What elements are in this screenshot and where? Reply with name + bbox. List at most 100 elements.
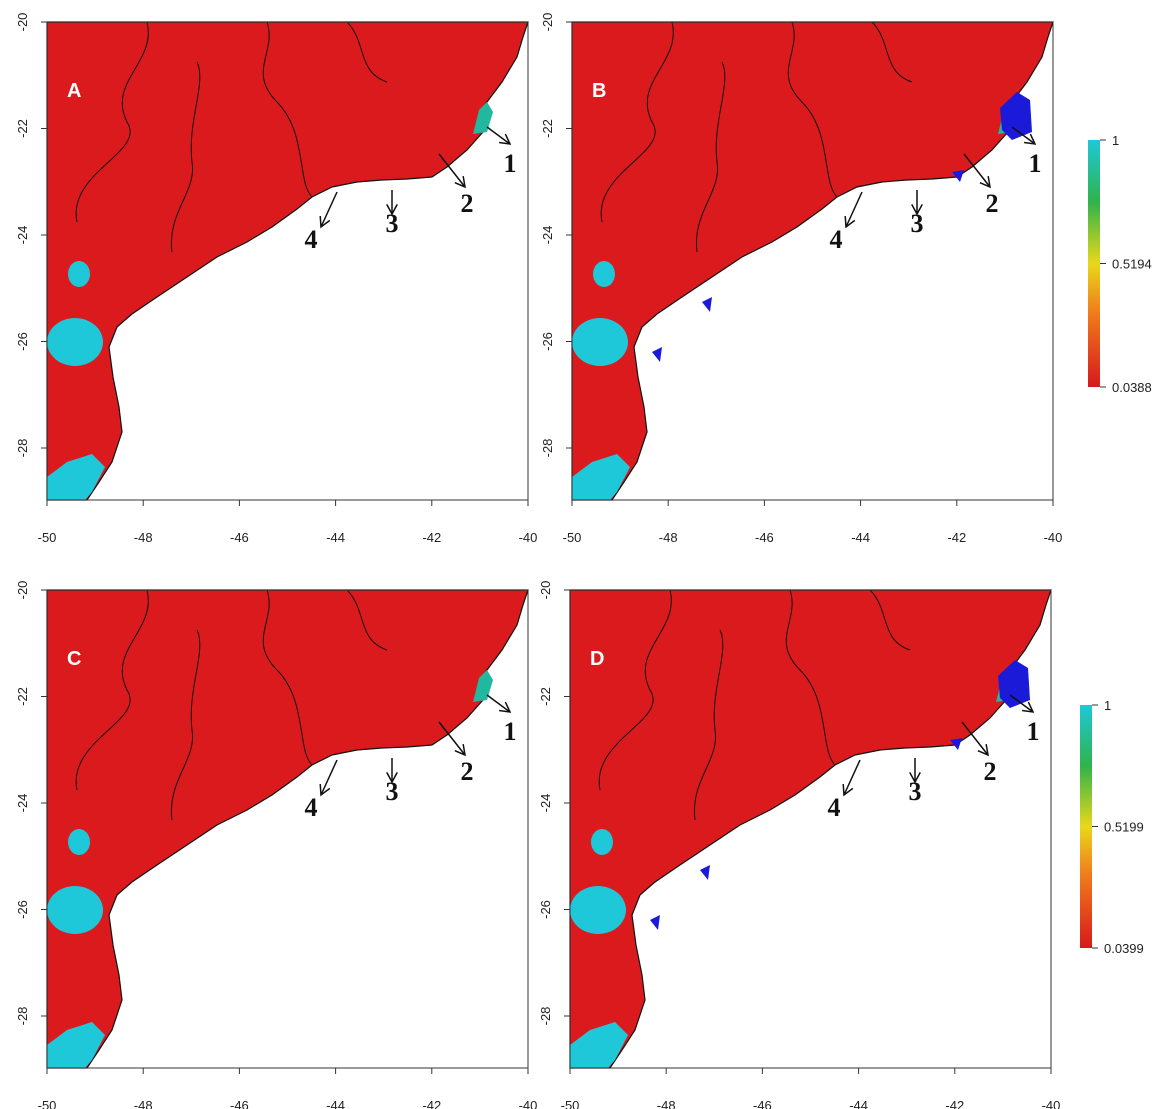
y-tick-label: -20 [540,13,555,32]
x-tick-label: -44 [851,530,870,545]
x-tick-label: -42 [947,530,966,545]
x-tick-label: -46 [755,530,774,545]
y-tick-label: -22 [540,119,555,138]
map-panel: C -50 -48 -46 -44 -42 -40 -20 -22 -24 -26 -28 1 2 3 4 [15,581,537,1109]
x-tick-label: -44 [326,530,345,545]
y-tick-label: -26 [15,900,30,919]
site-number: 1 [504,149,517,178]
arrow-head [454,744,466,757]
site-number: 4 [830,225,843,254]
colorbar-label: 0.0399 [1104,941,1144,956]
colorbar-label: 0.5199 [1104,820,1144,835]
x-tick-label: -42 [422,1098,441,1109]
arrow-head [386,771,398,784]
site-number: 1 [504,717,517,746]
colorbar-label: 1 [1104,698,1111,713]
x-tick-label: -42 [422,530,441,545]
arrow [1009,694,1034,713]
colorbar [1088,140,1100,387]
x-tick-label: -48 [134,530,153,545]
site-number: 3 [386,209,399,238]
map [571,21,1054,501]
y-tick-label: -26 [538,900,553,919]
site-number: 4 [305,793,318,822]
y-tick-label: -24 [538,794,553,813]
y-tick-label: -24 [540,226,555,245]
site-number: 3 [909,777,922,806]
y-tick-label: -24 [15,226,30,245]
plot-frame [46,21,529,501]
plot-frame [46,589,529,1069]
map [569,589,1052,1069]
y-tick-label: -26 [540,332,555,351]
arrow [320,191,338,228]
site-number: 2 [986,189,999,218]
y-tick-label: -26 [15,332,30,351]
arrow [961,721,989,756]
arrow-head [319,215,331,229]
x-tick-label: -46 [753,1098,772,1109]
arrow-head [844,215,856,229]
panel-label: B [592,80,606,102]
arrow-head [979,176,991,189]
colorbar-label: 1 [1112,133,1119,148]
y-tick-label: -20 [15,581,30,600]
y-tick-label: -22 [15,687,30,706]
arrow-head [319,783,331,797]
arrow [438,721,466,756]
y-tick-label: -22 [15,119,30,138]
arrow-head [842,783,854,797]
colorbar-label: 0.5194 [1112,257,1152,272]
map [46,589,529,1069]
x-tick-label: -44 [849,1098,868,1109]
arrow-head [498,701,512,713]
x-tick-label: -42 [945,1098,964,1109]
y-tick-label: -20 [15,13,30,32]
x-tick-label: -50 [561,1098,580,1109]
colorbar [1080,705,1092,948]
arrow [1011,126,1036,145]
arrow-head [1023,133,1037,145]
y-tick-label: -22 [538,687,553,706]
x-tick-label: -50 [563,530,582,545]
panel-label: A [67,80,81,102]
x-tick-label: -40 [1044,530,1063,545]
y-tick-label: -28 [538,1007,553,1026]
y-tick-label: -28 [540,439,555,458]
x-tick-label: -48 [134,1098,153,1109]
x-tick-label: -50 [38,530,57,545]
x-tick-label: -40 [1042,1098,1061,1109]
arrow-head [454,176,466,189]
site-number: 4 [305,225,318,254]
x-tick-label: -46 [230,530,249,545]
x-tick-label: -46 [230,1098,249,1109]
arrow [320,759,338,796]
colorbar-label: 0.0388 [1112,380,1152,395]
x-tick-label: -48 [659,530,678,545]
x-tick-label: -44 [326,1098,345,1109]
y-tick-label: -28 [15,1007,30,1026]
site-number: 2 [461,189,474,218]
arrow [845,191,863,228]
y-tick-label: -28 [15,439,30,458]
x-tick-label: -50 [38,1098,57,1109]
map [46,21,529,501]
site-number: 1 [1029,149,1042,178]
arrow [486,126,511,145]
site-number: 2 [984,757,997,786]
site-number: 3 [911,209,924,238]
site-number: 2 [461,757,474,786]
site-number: 4 [828,793,841,822]
plot-frame [571,21,1054,501]
arrow-head [498,133,512,145]
arrow-head [977,744,989,757]
arrow [963,153,991,188]
panel-label: D [590,648,604,670]
arrow-head [909,771,921,784]
site-number: 1 [1027,717,1040,746]
arrow [438,153,466,188]
plot-frame [569,589,1052,1069]
map-panel: D -50 -48 -46 -44 -42 -40 -20 -22 -24 -26 -28 1 2 3 4 [538,581,1060,1109]
map-panel: A -50 -48 -46 -44 -42 -40 -20 -22 -24 -26 -28 1 2 3 4 [15,13,537,545]
